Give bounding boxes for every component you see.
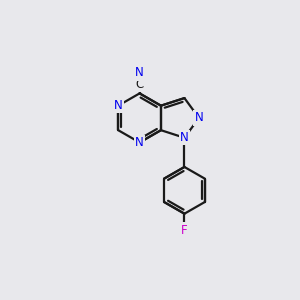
Text: N: N xyxy=(195,111,203,124)
Text: N: N xyxy=(135,136,144,149)
Text: N: N xyxy=(114,99,123,112)
Text: F: F xyxy=(181,224,188,236)
Text: N: N xyxy=(180,131,189,144)
Text: C: C xyxy=(136,78,144,91)
Text: N: N xyxy=(135,67,144,80)
